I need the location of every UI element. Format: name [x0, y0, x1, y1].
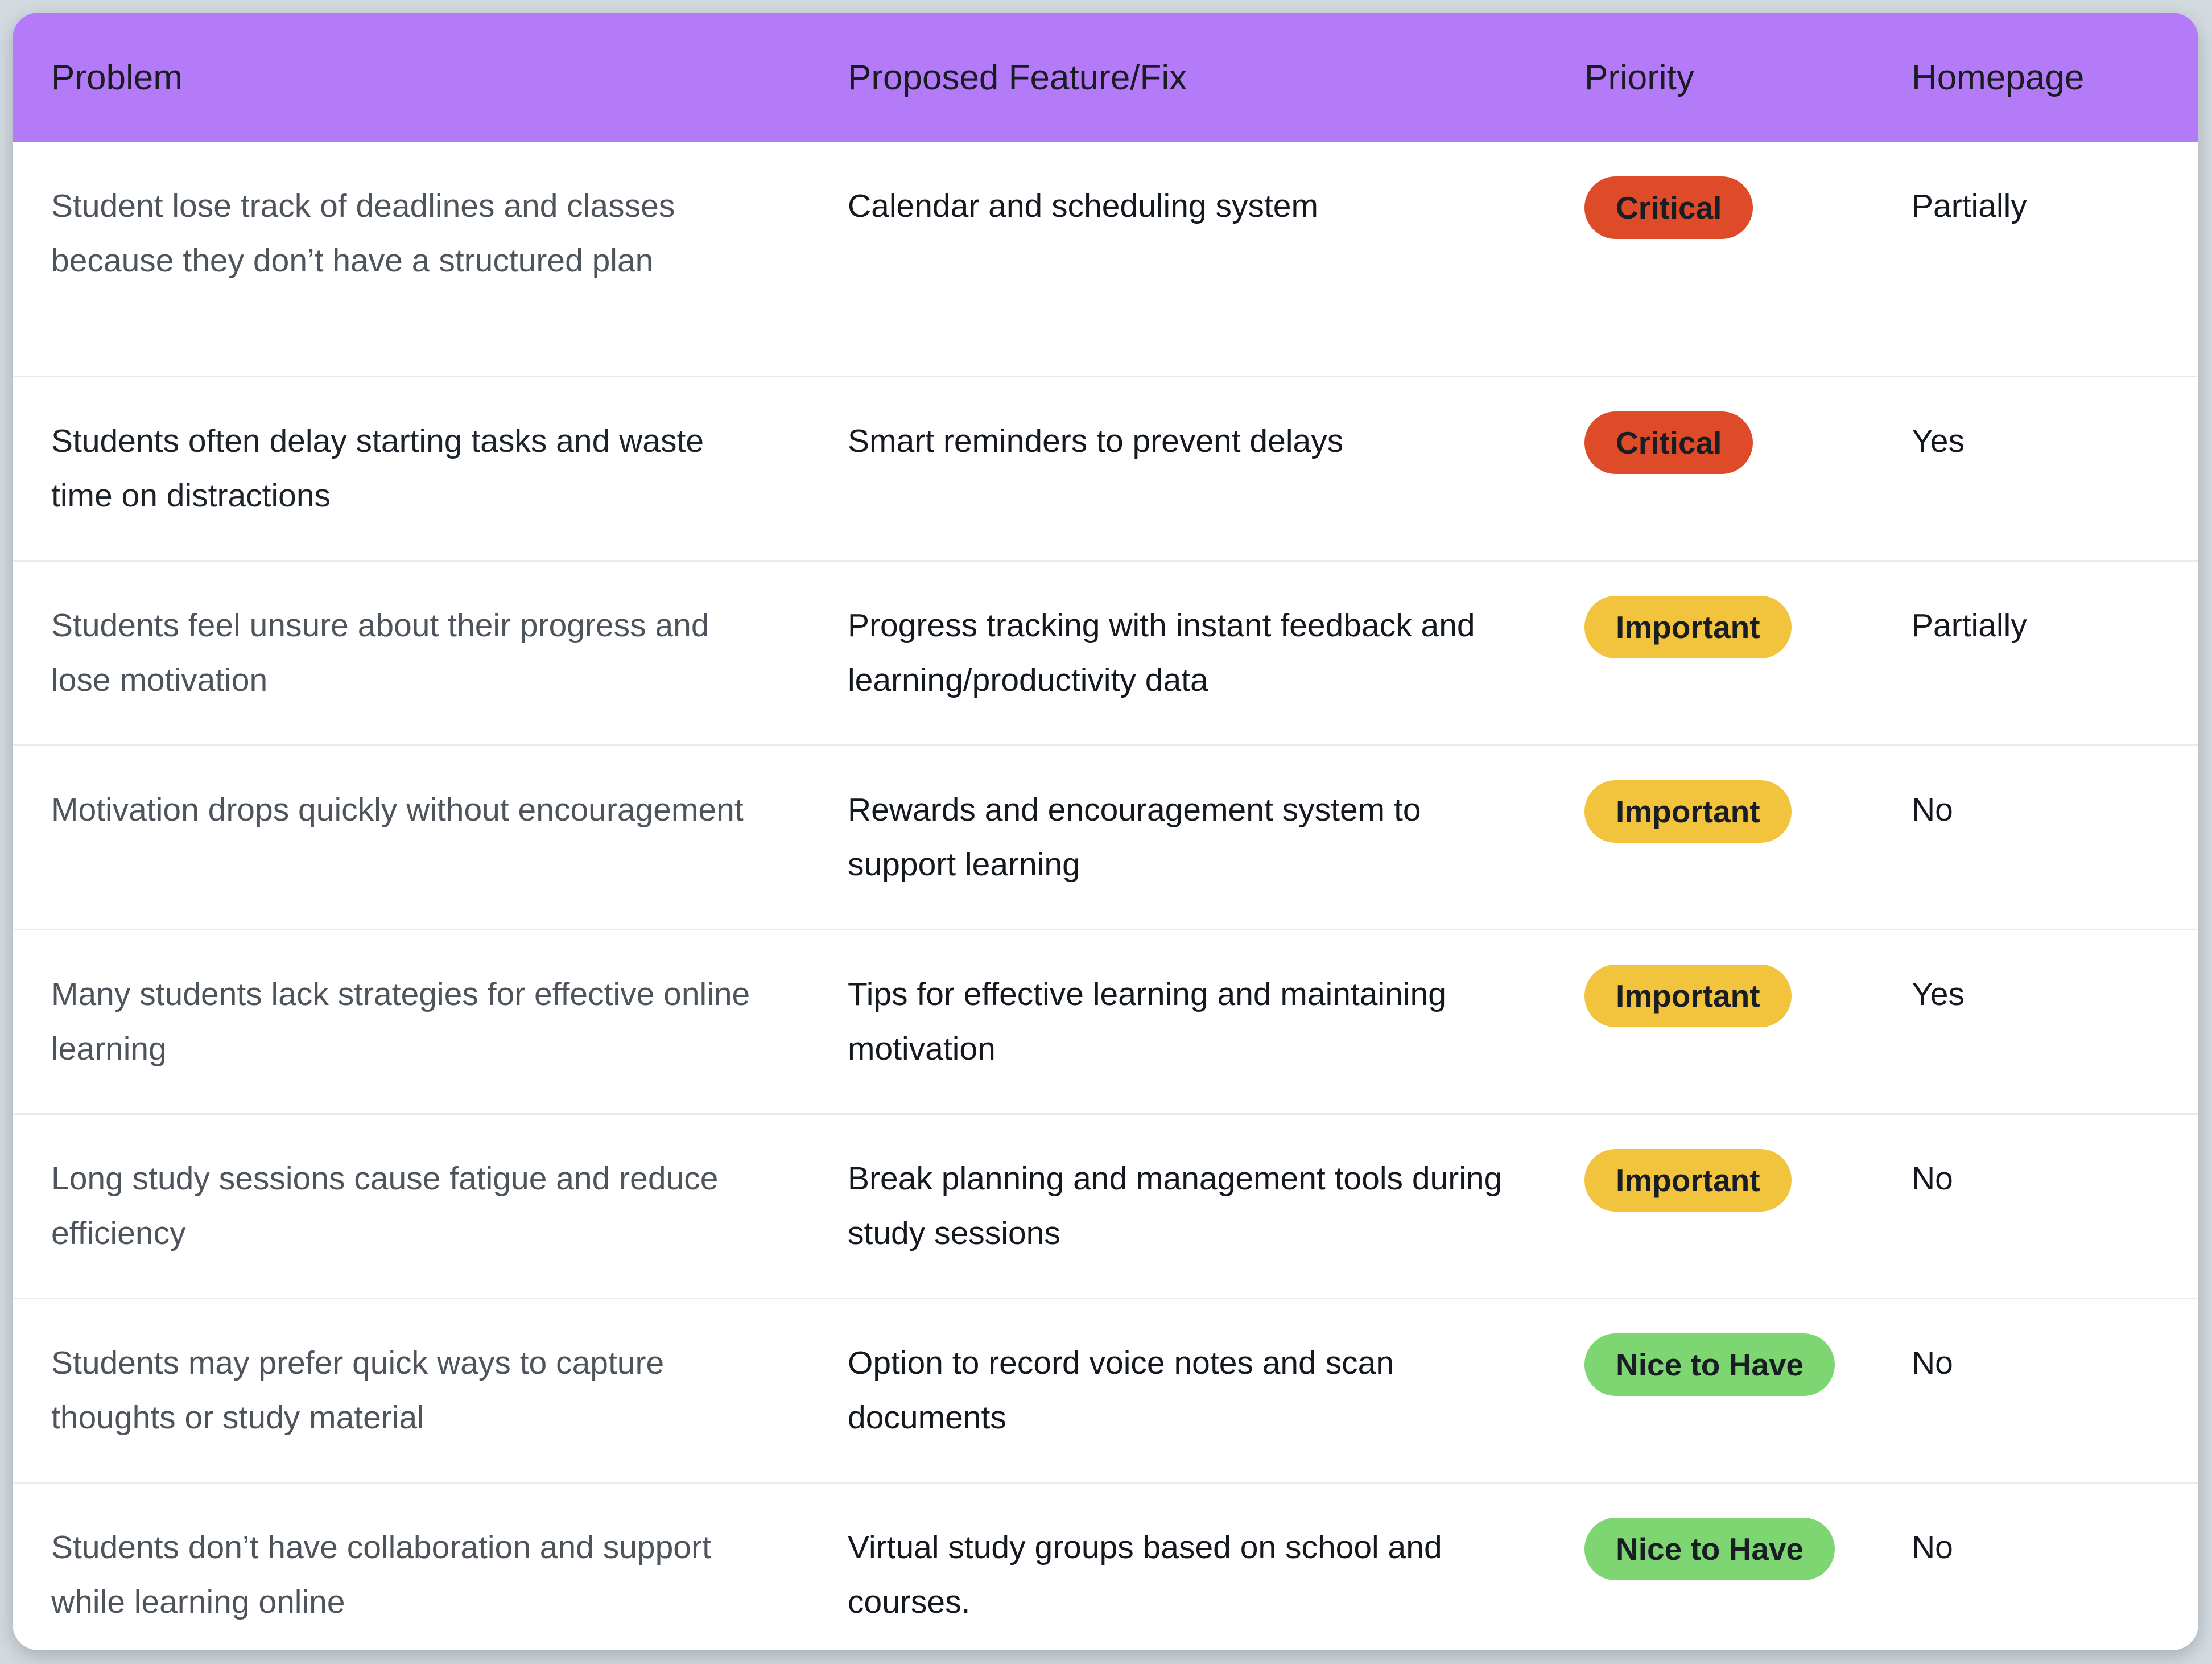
priority-badge: Important: [1584, 780, 1792, 843]
cell-homepage: Partially: [1912, 607, 2027, 644]
cell-feature: Calendar and scheduling system: [848, 188, 1318, 224]
table-header-row: Problem Proposed Feature/Fix Priority Ho…: [13, 13, 2198, 142]
priority-badge: Important: [1584, 965, 1792, 1027]
priority-badge: Nice to Have: [1584, 1518, 1835, 1580]
cell-homepage: No: [1912, 792, 1953, 828]
column-header-problem: Problem: [51, 57, 183, 97]
table-row: Students often delay starting tasks and …: [13, 376, 2198, 560]
column-header-priority: Priority: [1584, 57, 1694, 97]
cell-feature: Rewards and encouragement system to supp…: [848, 792, 1421, 883]
cell-feature: Tips for effective learning and maintain…: [848, 976, 1446, 1067]
cell-feature: Smart reminders to prevent delays: [848, 423, 1344, 459]
priority-badge: Important: [1584, 1149, 1792, 1212]
table-row: Students don’t have collaboration and su…: [13, 1482, 2198, 1650]
table-row: Students feel unsure about their progres…: [13, 560, 2198, 744]
priority-badge: Critical: [1584, 411, 1753, 474]
table-row: Student lose track of deadlines and clas…: [13, 142, 2198, 376]
table-row: Long study sessions cause fatigue and re…: [13, 1113, 2198, 1298]
priority-badge: Critical: [1584, 176, 1753, 239]
cell-homepage: No: [1912, 1345, 1953, 1381]
cell-problem: Motivation drops quickly without encoura…: [51, 792, 744, 828]
cell-homepage: Yes: [1912, 423, 1965, 459]
cell-priority: Important: [1584, 930, 1912, 1113]
cell-problem: Students often delay starting tasks and …: [51, 423, 704, 514]
column-header-feature: Proposed Feature/Fix: [848, 57, 1187, 97]
cell-feature: Progress tracking with instant feedback …: [848, 607, 1475, 698]
cell-priority: Important: [1584, 1115, 1912, 1298]
cell-problem: Long study sessions cause fatigue and re…: [51, 1160, 719, 1251]
feature-priority-table: Problem Proposed Feature/Fix Priority Ho…: [13, 13, 2198, 1650]
cell-homepage: No: [1912, 1529, 1953, 1566]
cell-priority: Nice to Have: [1584, 1484, 1912, 1650]
cell-problem: Students don’t have collaboration and su…: [51, 1529, 711, 1620]
table-row: Students may prefer quick ways to captur…: [13, 1298, 2198, 1482]
cell-priority: Important: [1584, 562, 1912, 744]
cell-homepage: Partially: [1912, 188, 2027, 224]
cell-homepage: No: [1912, 1160, 1953, 1197]
cell-feature: Option to record voice notes and scan do…: [848, 1345, 1394, 1436]
priority-badge: Important: [1584, 596, 1792, 658]
cell-priority: Critical: [1584, 142, 1912, 376]
cell-problem: Students feel unsure about their progres…: [51, 607, 709, 698]
column-header-homepage: Homepage: [1912, 57, 2085, 97]
cell-problem: Students may prefer quick ways to captur…: [51, 1345, 665, 1436]
table-row: Motivation drops quickly without encoura…: [13, 744, 2198, 929]
cell-priority: Important: [1584, 746, 1912, 929]
priority-badge: Nice to Have: [1584, 1333, 1835, 1396]
cell-priority: Critical: [1584, 377, 1912, 560]
cell-priority: Nice to Have: [1584, 1299, 1912, 1482]
cell-problem: Student lose track of deadlines and clas…: [51, 188, 675, 279]
cell-problem: Many students lack strategies for effect…: [51, 976, 750, 1067]
table-row: Many students lack strategies for effect…: [13, 929, 2198, 1113]
cell-homepage: Yes: [1912, 976, 1965, 1012]
cell-feature: Break planning and management tools duri…: [848, 1160, 1503, 1251]
cell-feature: Virtual study groups based on school and…: [848, 1529, 1442, 1620]
